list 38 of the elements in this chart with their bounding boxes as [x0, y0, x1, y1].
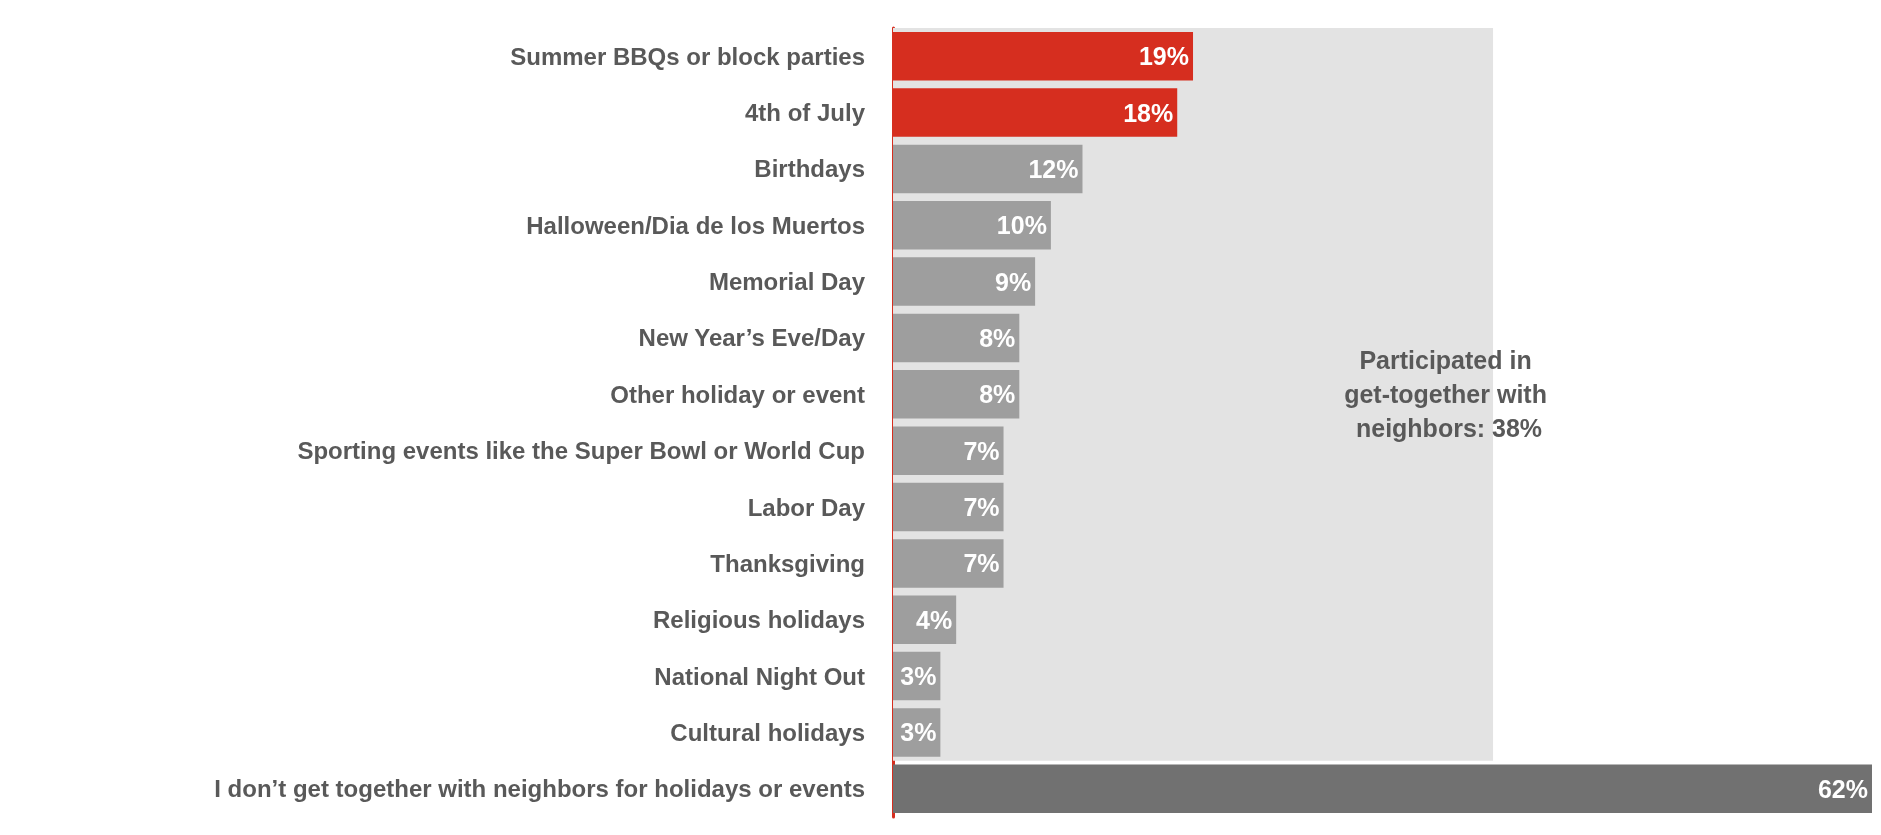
data-label: 12% — [1028, 154, 1079, 183]
data-label: 62% — [1817, 774, 1868, 803]
y-tick-label: I don’t get together with neighbors for holidays or events — [214, 775, 865, 803]
data-label: 10% — [996, 211, 1047, 240]
y-tick-label: National Night Out — [654, 662, 865, 690]
y-tick-label: 4th of July — [744, 99, 866, 127]
data-label: 8% — [979, 323, 1016, 352]
bar — [893, 426, 1004, 475]
y-tick-label: Birthdays — [754, 155, 865, 183]
bar — [893, 539, 1004, 588]
data-label: 8% — [979, 380, 1016, 409]
y-tick-label: New Year’s Eve/Day — [638, 324, 866, 352]
y-tick-label: Religious holidays — [652, 606, 865, 634]
data-label: 9% — [994, 267, 1032, 296]
y-tick-label: Other holiday or event — [610, 380, 866, 408]
y-tick-label: Cultural holidays — [670, 718, 865, 746]
data-label: 7% — [963, 549, 1000, 578]
data-label: 3% — [900, 718, 937, 747]
bar — [893, 370, 1020, 419]
band-label: Participated in get-together with neighbors: 38% — [1344, 346, 1554, 443]
data-label: 18% — [1123, 98, 1174, 127]
y-tick-label: Memorial Day — [708, 268, 866, 296]
bar — [893, 201, 1051, 250]
data-label: 4% — [916, 605, 953, 634]
y-tick-label: Halloween/Dia de los Muertos — [526, 211, 865, 239]
data-label: 19% — [1138, 42, 1190, 71]
data-label: 7% — [963, 436, 1000, 465]
bar — [893, 257, 1036, 306]
y-tick-label: Sporting events like the Super Bowl or World Cup — [297, 437, 865, 465]
data-label: 3% — [900, 662, 937, 691]
y-tick-label: Summer BBQs or block parties — [510, 42, 865, 70]
bar — [893, 482, 1004, 532]
y-tick-label: Thanksgiving — [710, 549, 865, 577]
bar — [893, 313, 1020, 363]
data-label: 7% — [963, 493, 1000, 522]
y-tick-label: Labor Day — [747, 493, 866, 521]
bar — [893, 144, 1083, 194]
bar — [893, 764, 1872, 814]
